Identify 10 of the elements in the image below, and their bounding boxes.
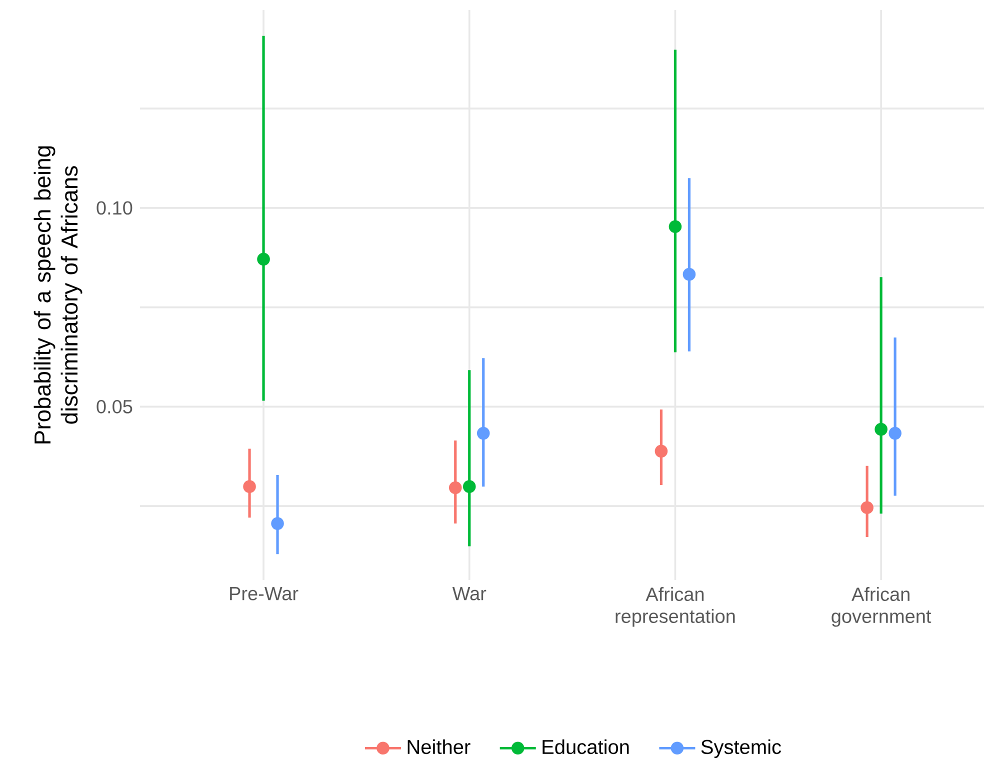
legend-label: Education <box>542 739 629 754</box>
x-tick-label: War <box>452 587 486 600</box>
y-tick-label: 0.10 <box>96 201 132 215</box>
legend-label: Systemic <box>701 739 782 758</box>
x-tick-label: Pre-War <box>230 587 298 600</box>
y-tick-label: 0.05 <box>96 400 132 414</box>
legend-label: Neither <box>408 739 470 754</box>
y-axis-title: Probability of a speech being discriminatory of Africans <box>34 146 82 444</box>
x-tick-label: African representation <box>616 587 735 627</box>
x-tick-label: African government <box>832 587 932 627</box>
